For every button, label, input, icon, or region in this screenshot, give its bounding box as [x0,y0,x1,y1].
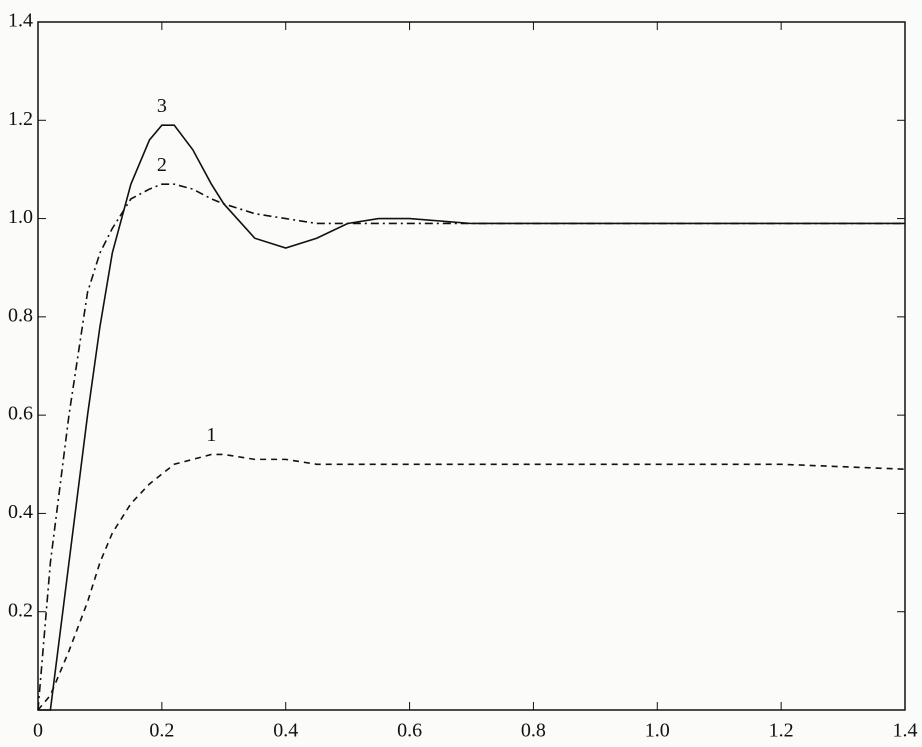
y-tick-label: 0.2 [8,599,33,621]
series-line [38,124,905,711]
y-tick-label: 1.2 [8,108,33,130]
y-tick-label: 0.6 [8,403,33,425]
x-tick-label: 1.4 [893,720,918,742]
y-tick-label: 1.0 [8,206,33,228]
x-tick-label: 0.8 [521,720,546,742]
x-tick-label: 0 [33,720,43,742]
x-tick-label: 0.4 [273,720,298,742]
x-tick-label: 1.0 [645,720,670,742]
x-tick-label: 0.6 [397,720,422,742]
x-tick-label: 0.2 [149,720,174,742]
series-line [37,183,905,711]
y-tick-label: 0.4 [8,501,33,523]
x-tick-label: 1.2 [769,720,794,742]
curve-label: 1 [206,424,216,446]
series-line [37,453,906,711]
y-tick-label: 1.4 [8,10,33,32]
plot-frame [37,21,906,711]
y-tick-label: 0.8 [8,304,33,326]
curve-label: 3 [157,95,167,117]
curve-label: 2 [157,154,167,176]
